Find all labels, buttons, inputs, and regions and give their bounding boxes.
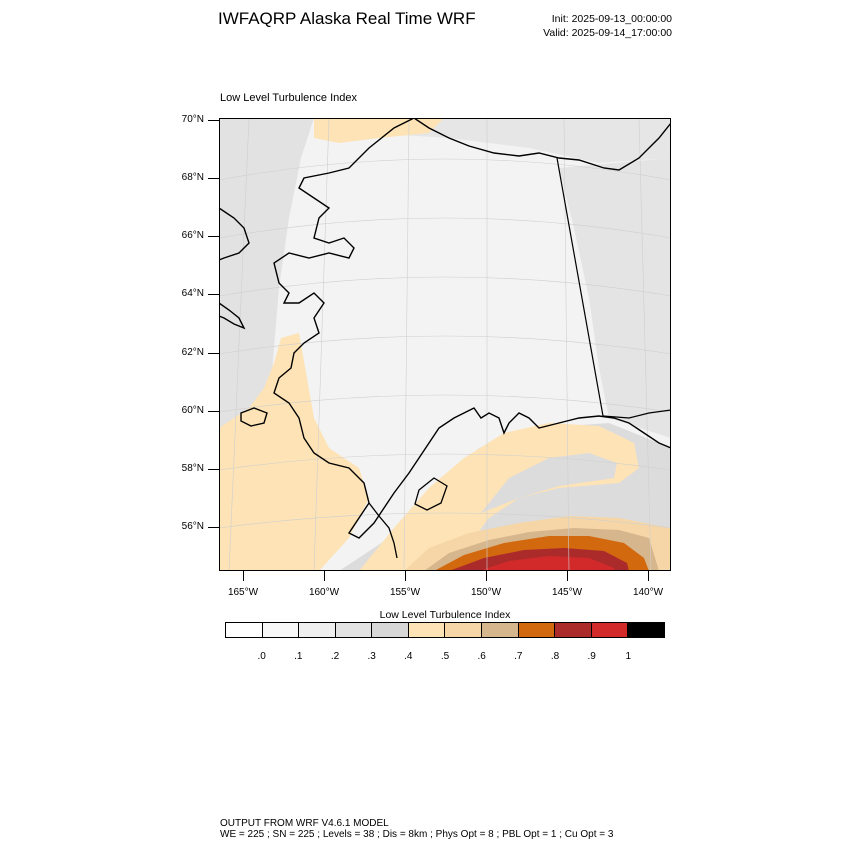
colorbar-box: [482, 623, 519, 637]
field-bisque-north: [314, 118, 444, 143]
canada-border-south: [602, 409, 671, 419]
canada-border: [556, 157, 604, 417]
kodiak-island: [414, 477, 448, 511]
chukotka-fragment: [219, 302, 246, 330]
lon-tick: [243, 571, 244, 581]
field-bisque-west: [219, 333, 369, 571]
lon-tick: [405, 571, 406, 581]
lat-label: 58°N: [181, 462, 204, 474]
lat-label: 66°N: [181, 230, 204, 242]
colorbar-title: Low Level Turbulence Index: [379, 609, 511, 621]
colorbar-box: [262, 623, 300, 637]
lat-tick: [208, 236, 219, 238]
lon-tick: [648, 571, 649, 581]
lon-label: 160°W: [308, 587, 340, 598]
colorbar-box: [226, 623, 263, 637]
colorbar-box: [555, 623, 592, 637]
lon-label: 140°W: [632, 587, 664, 598]
west-coast-fragment: [219, 207, 250, 261]
lat-tick: [208, 352, 219, 354]
lat-tick: [208, 527, 219, 528]
colorbar-label: .8: [550, 651, 560, 662]
colorbar-box: [628, 623, 664, 637]
lon-tick: [486, 571, 487, 581]
lon-label: 145°W: [551, 587, 583, 598]
lon-label: 165°W: [227, 587, 259, 598]
colorbar-label: .0: [257, 651, 266, 662]
lat-tick: [208, 178, 219, 180]
lon-tick: [567, 571, 568, 581]
lat-label: 62°N: [181, 346, 204, 358]
lat-tick: [208, 294, 219, 296]
colorbar-box: [445, 623, 483, 637]
arctic-coastline: [413, 118, 671, 171]
colorbar-box: [518, 623, 556, 637]
main-title: IWFAQRP Alaska Real Time WRF: [218, 9, 476, 28]
lat-label: 64°N: [181, 288, 204, 300]
lat-label: 70°N: [181, 114, 204, 125]
lat-label: 56°N: [181, 521, 204, 532]
turbulence-map: [219, 118, 671, 571]
map-frame: [219, 118, 671, 571]
alaska-peninsula: [368, 502, 398, 559]
colorbar-label: .7: [514, 651, 523, 662]
lat-tick: [208, 410, 219, 412]
alaska-coastline: [273, 118, 671, 539]
colorbar-box: [408, 623, 446, 637]
init-time: Init: 2025-09-13_00:00:00: [551, 13, 672, 25]
colorbar-box: [299, 623, 336, 637]
lon-label: 155°W: [389, 587, 421, 598]
plot-title: Low Level Turbulence Index: [220, 92, 357, 104]
field-red-gulf: [479, 556, 614, 571]
lon-tick: [324, 571, 325, 581]
colorbar-label: .3: [367, 651, 376, 662]
footer-model: OUTPUT FROM WRF V4.6.1 MODEL: [220, 818, 389, 829]
graticule: [219, 118, 671, 571]
footer-config: WE = 225 ; SN = 225 ; Levels = 38 ; Dis …: [220, 829, 614, 840]
lat-label: 68°N: [181, 172, 204, 184]
colorbar-label: .5: [440, 651, 450, 662]
colorbar-label: .4: [404, 651, 413, 662]
field-gray-west: [219, 118, 314, 493]
colorbar-label: .2: [330, 651, 340, 662]
colorbar-label: 1: [625, 651, 632, 662]
colorbar-label: .6: [477, 651, 486, 662]
valid-time: Valid: 2025-09-14_17:00:00: [543, 27, 672, 39]
nunivak-island: [240, 407, 268, 427]
field-gray-east: [559, 158, 671, 438]
lon-label: 150°W: [470, 587, 502, 598]
colorbar-box: [372, 623, 409, 637]
colorbar-label: .1: [294, 651, 303, 662]
colorbar-box: [335, 623, 373, 637]
lat-tick: [208, 468, 219, 470]
colorbar-box: [591, 623, 629, 637]
lat-label: 60°N: [181, 404, 204, 416]
field-gray-gulf-inner: [481, 453, 617, 513]
colorbar-label: .9: [587, 651, 596, 662]
lat-tick: [208, 120, 219, 121]
colorbar: [225, 622, 665, 638]
